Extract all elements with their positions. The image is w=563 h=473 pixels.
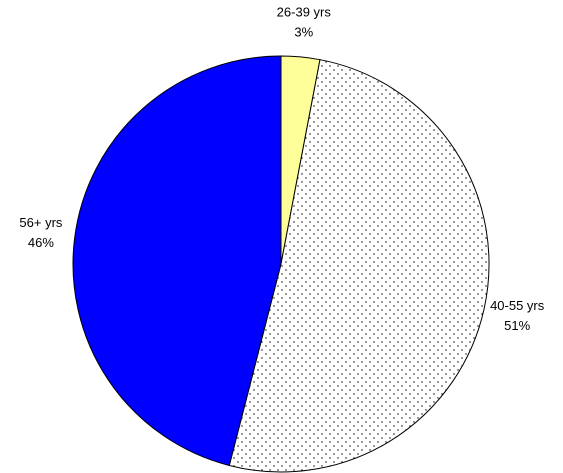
- slice-label: 26-39 yrs: [277, 5, 332, 20]
- slice-value-label: 3%: [294, 25, 313, 40]
- slice-value-label: 51%: [504, 318, 530, 333]
- slice-value-label: 46%: [28, 235, 54, 250]
- pie-slice: [72, 55, 282, 467]
- slice-label: 40-55 yrs: [490, 298, 545, 313]
- pie-slice: [228, 59, 490, 473]
- slice-label: 56+ yrs: [19, 215, 62, 230]
